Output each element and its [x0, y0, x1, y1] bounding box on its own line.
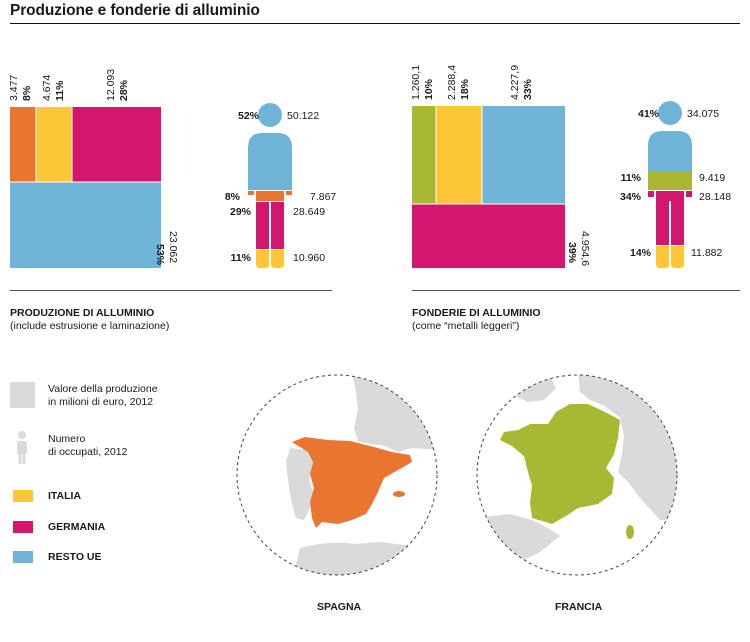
value-label-francia: 1.260,1: [410, 65, 422, 100]
value-label-spagna: 3.477: [8, 75, 20, 101]
value-label-resto-ue: 23.062: [167, 231, 179, 263]
person-foot-right-italia: [671, 246, 684, 268]
value-label-italia: 2.288,4: [446, 65, 458, 100]
map-francia-frame: [476, 374, 678, 576]
map-label-spagna: SPAGNA: [317, 601, 362, 613]
person-leg-left-germania: [256, 202, 269, 249]
person-hips-spagna: [256, 191, 284, 201]
emp-pct-resto-ue: 41%: [638, 108, 660, 120]
map-france-neutral: [352, 375, 437, 452]
person-foot-left-italia: [256, 250, 269, 268]
treemap-cell-spagna: [10, 107, 36, 182]
treemap-cell-italia: [436, 106, 482, 204]
legend-label-germania: GERMANIA: [48, 521, 106, 533]
map-corsica: [626, 525, 634, 539]
legend-value-desc: Valore della produzione in milioni di eu…: [48, 383, 158, 408]
panel-heading: PRODUZIONE DI ALLUMINIO: [10, 307, 155, 319]
panel-title-fonderie: FONDERIE DI ALLUMINIO (come “metalli leg…: [412, 307, 541, 333]
panel-rule-produzione: [10, 290, 332, 291]
value-label-germania: 12.093: [105, 69, 117, 101]
person-hand-left-germania: [648, 191, 654, 197]
legend-person-icon: [17, 431, 27, 464]
treemap-cell-resto-ue: [482, 106, 565, 204]
person-foot-left-italia: [656, 246, 669, 268]
person-body-resto-ue: [648, 131, 692, 172]
person-hips-germania: [656, 191, 684, 201]
value-label-italia: 4.674: [41, 75, 53, 101]
emp-value-italia: 11.882: [691, 247, 722, 259]
emp-value-resto-ue: 50.122: [287, 110, 319, 122]
person-leg-left-germania: [656, 201, 669, 245]
person-hand-right-germania: [686, 191, 692, 197]
map-spagna-shape: [292, 437, 412, 528]
emp-pct-germania: 29%: [230, 206, 252, 218]
pct-label-germania: 28%: [118, 79, 130, 101]
emp-pct-italia: 11%: [231, 252, 252, 264]
emp-pct-spagna: 8%: [225, 191, 241, 203]
treemap-produzione: 3.477 8% 4.674 11% 12.093 28% 23.062 53%: [8, 69, 179, 268]
panel-title-produzione: PRODUZIONE DI ALLUMINIO (include estrusi…: [10, 307, 169, 333]
map-francia-shape: [500, 404, 620, 524]
treemap-cell-germania: [72, 107, 161, 182]
person-body-resto-ue: [248, 133, 292, 190]
emp-pct-germania: 34%: [620, 191, 642, 203]
pct-label-francia: 10%: [423, 78, 435, 100]
emp-pct-italia: 14%: [630, 247, 652, 259]
legend-swatch-germania: [13, 521, 33, 533]
person-foot-right-italia: [271, 250, 284, 268]
chart-title: Produzione e fonderie di alluminio: [10, 2, 260, 19]
treemap-cell-italia: [36, 107, 72, 182]
pct-label-resto-ue: 53%: [154, 244, 166, 266]
pct-label-germania: 39%: [566, 242, 578, 264]
legend-people-desc: Numero di occupati, 2012: [48, 433, 128, 458]
treemap-cell-resto-ue: [10, 182, 161, 268]
pct-label-italia: 18%: [459, 78, 471, 100]
person-head: [258, 103, 282, 127]
person-hand-left-spagna: [248, 191, 254, 195]
person-leg-right-germania: [671, 201, 684, 245]
legend-swatch-resto-ue: [13, 551, 33, 563]
treemap-fonderie: 1.260,1 10% 2.288,4 18% 4.227,9 33% 4.95…: [410, 65, 591, 268]
person-head: [658, 101, 682, 125]
legend-value-swatch: [10, 382, 35, 408]
emp-value-resto-ue: 34.075: [687, 108, 719, 120]
panel-heading: FONDERIE DI ALLUMINIO: [412, 307, 541, 319]
title-rule: [10, 23, 740, 24]
emp-pct-francia: 11%: [621, 172, 642, 184]
person-hand-right-spagna: [286, 191, 292, 195]
value-label-resto-ue: 4.227,9: [509, 65, 521, 100]
legend-label-italia: ITALIA: [48, 490, 82, 502]
map-label-francia: FRANCIA: [555, 601, 603, 613]
treemap-cell-francia: [412, 106, 436, 204]
panel-subheading: (include estrusione e laminazione): [10, 320, 170, 332]
treemap-cell-germania: [412, 204, 565, 268]
legend-swatch-italia: [13, 490, 33, 502]
pct-label-resto-ue: 33%: [522, 78, 534, 100]
emp-value-spagna: 7.867: [310, 191, 336, 203]
map-baleari: [393, 491, 405, 497]
person-leg-right-germania: [271, 202, 284, 249]
map-portugal: [286, 448, 314, 520]
map-spagna: [237, 375, 437, 575]
person-produzione: 52% 50.122 8% 7.867 29% 28.649 11% 10.96…: [225, 103, 336, 268]
map-africa: [290, 542, 437, 575]
panel-subheading: (come “metalli leggeri”): [412, 320, 520, 332]
person-fonderie: 41% 34.075 11% 9.419 34% 28.148 14% 11.8…: [620, 101, 731, 268]
emp-value-germania: 28.148: [699, 191, 731, 203]
emp-value-italia: 10.960: [293, 252, 325, 264]
pct-label-spagna: 8%: [21, 85, 33, 101]
emp-pct-resto-ue: 52%: [238, 110, 260, 122]
emp-value-francia: 9.419: [699, 172, 725, 184]
pct-label-italia: 11%: [54, 80, 66, 101]
value-label-germania: 4.954,6: [579, 231, 591, 266]
legend-label-resto-ue: RESTO UE: [48, 551, 102, 563]
map-spagna-frame: [236, 374, 438, 576]
person-waist-francia: [648, 172, 692, 190]
map-francia: [477, 375, 677, 575]
emp-value-germania: 28.649: [293, 206, 325, 218]
panel-rule-fonderie: [412, 290, 740, 291]
